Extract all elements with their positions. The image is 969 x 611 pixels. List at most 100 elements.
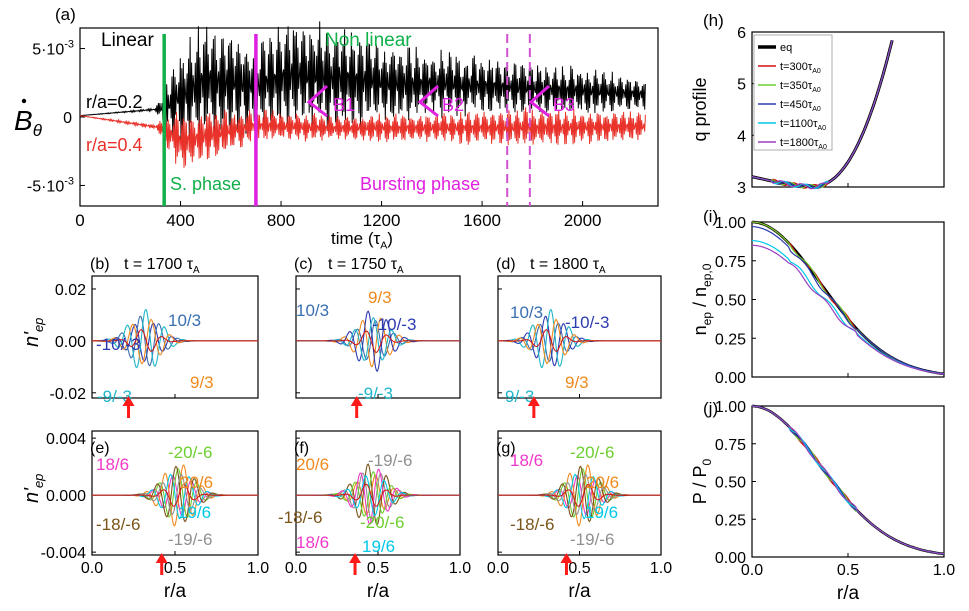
- x-tick-label-j: 0.0: [741, 562, 763, 579]
- legend-item-1: t=300τA0: [780, 61, 821, 75]
- arrow-head-c: [350, 396, 363, 406]
- y-tick-exp: -3: [64, 175, 74, 187]
- mode-label-c-1: 9/3: [368, 288, 392, 307]
- y-tick-label-j: 0.00: [715, 550, 746, 567]
- legend-name: t=300τ: [780, 61, 813, 73]
- mode-label-g-5: -19/-6: [570, 530, 614, 549]
- x-label-e: r/a: [164, 581, 187, 602]
- legend-item-3: t=450τA0: [780, 99, 821, 113]
- mode-label-f-2: -18/-6: [278, 508, 322, 527]
- mode-label-g-3: 19/6: [585, 503, 618, 522]
- y-label-a: Bθ: [14, 105, 43, 140]
- y-tick-label-i: 0.25: [715, 331, 746, 348]
- panel-c-title-main: t = 1750 τ: [328, 256, 398, 273]
- x-tick-label-a: 2000: [564, 211, 602, 230]
- panel-c-title-sub: A: [397, 265, 404, 276]
- x-label-a: time (τA): [331, 229, 393, 251]
- y-tick-label-i: 0.00: [715, 370, 746, 387]
- arrow-head-b: [122, 396, 135, 406]
- y-tick-label-j: 0.25: [715, 512, 746, 529]
- y-label-i-main: n: [690, 325, 710, 335]
- mode-label-c-0: 10/3: [296, 301, 329, 320]
- y-label-dot: [21, 98, 27, 104]
- mode-label-g-2: 20/6: [586, 473, 619, 492]
- mode-curve-c-ref: [296, 330, 460, 353]
- mode-label-f-4: 18/6: [296, 533, 329, 552]
- legend-name: eq: [780, 42, 792, 54]
- mode-label-g-4: -18/-6: [510, 515, 554, 534]
- y-label-b: n'ep: [21, 318, 46, 347]
- mode-label-f-5: 19/6: [362, 537, 395, 556]
- panel-e-label: (e): [90, 440, 110, 457]
- arrow-head-d: [527, 396, 540, 406]
- y-tick-label-j: 0.75: [715, 437, 746, 454]
- profile-curve-j-1: [751, 405, 945, 555]
- mode-label-e-0: 18/6: [96, 455, 129, 474]
- panel-h-label: (h): [703, 11, 724, 30]
- profile-curve-i-1: [751, 221, 945, 375]
- panel-d-title-main: t = 1800 τ: [530, 256, 600, 273]
- x-tick-label-a: 1200: [363, 211, 401, 230]
- mode-label-e-3: 19/6: [178, 503, 211, 522]
- y-label-i-sub: ep: [700, 312, 714, 326]
- y-label-a-sub: θ: [33, 121, 43, 140]
- y-tick-label-h: 5: [737, 77, 746, 94]
- label-b3: B3: [553, 95, 575, 115]
- mode-label-d-1: -10/-3: [565, 313, 609, 332]
- profile-curve-j-3: [751, 405, 945, 555]
- mode-label-e-5: -19/-6: [168, 530, 212, 549]
- x-label-a-main: time (τ: [331, 229, 381, 248]
- arrow-head-f: [349, 553, 362, 563]
- mode-label-e-1: -20/-6: [168, 443, 212, 462]
- mode-curve-d-ref: [498, 329, 661, 352]
- panel-d-title-sub: A: [599, 265, 606, 276]
- mode-label-g-0: 18/6: [510, 451, 543, 470]
- y-label-sub: ep: [31, 474, 46, 488]
- panel-d-label: (d): [496, 256, 516, 273]
- y-label-i-mid: / n: [690, 287, 710, 312]
- legend-item-5: t=1800τA0: [780, 137, 827, 151]
- y-label-sub: ep: [31, 318, 46, 332]
- b-arrow-2: [528, 84, 550, 118]
- panel-a-label: (a): [55, 5, 76, 24]
- profile-curve-i-2: [751, 221, 945, 375]
- y-tick-main: -5·10: [27, 178, 64, 195]
- legend-name: t=450τ: [780, 99, 813, 111]
- x-tick-label-j: 0.5: [837, 562, 859, 579]
- panel-f-label: (f): [294, 440, 309, 457]
- mode-label-d-3: 9/3: [565, 373, 589, 392]
- mode-label-g-1: -20/-6: [570, 443, 614, 462]
- x-tick-label-g: 1.0: [650, 560, 672, 577]
- profile-curve-j-5: [751, 405, 945, 555]
- panel-d-title: t = 1800 τA: [530, 256, 606, 276]
- series-line-1: [79, 107, 646, 168]
- legend-sub: A0: [818, 144, 827, 151]
- label-linear: Linear: [101, 30, 154, 51]
- x-label-f: r/a: [367, 581, 390, 602]
- label-r04: r/a=0.4: [86, 135, 143, 155]
- profile-curve-i-3: [752, 226, 945, 375]
- y-label-main: n': [21, 331, 43, 347]
- y-tick-label-b: 0.00: [55, 334, 86, 351]
- label-b1: B1: [333, 95, 355, 115]
- y-label-i-sub2: ep,0: [700, 263, 714, 287]
- mode-label-f-3: -20/-6: [360, 513, 404, 532]
- mode-curve-f-ref: [296, 483, 460, 507]
- y-tick-main: 5·10: [32, 42, 64, 59]
- legend-name: t=1100τ: [780, 118, 818, 130]
- panel-c-title: t = 1750 τA: [328, 256, 404, 276]
- profile-curve-i-0: [751, 220, 945, 376]
- panel-i-axes: [751, 221, 945, 378]
- mode-label-d-0: 10/3: [510, 303, 543, 322]
- x-tick-label-a: 400: [166, 211, 194, 230]
- y-tick-label-e: -0.004: [41, 545, 86, 562]
- x-tick-label-a: 800: [267, 211, 295, 230]
- x-label-a-sub: A: [380, 239, 387, 251]
- panel-i-label: (i): [703, 207, 718, 226]
- x-tick-label-e: 1.0: [247, 560, 269, 577]
- y-label-j-main: P / P: [690, 465, 710, 504]
- panel-b-title: t = 1700 τA: [124, 256, 200, 276]
- y-label-e: n'ep: [21, 474, 46, 503]
- profile-curve-j-2: [751, 405, 945, 555]
- legend-sub: A0: [812, 68, 821, 75]
